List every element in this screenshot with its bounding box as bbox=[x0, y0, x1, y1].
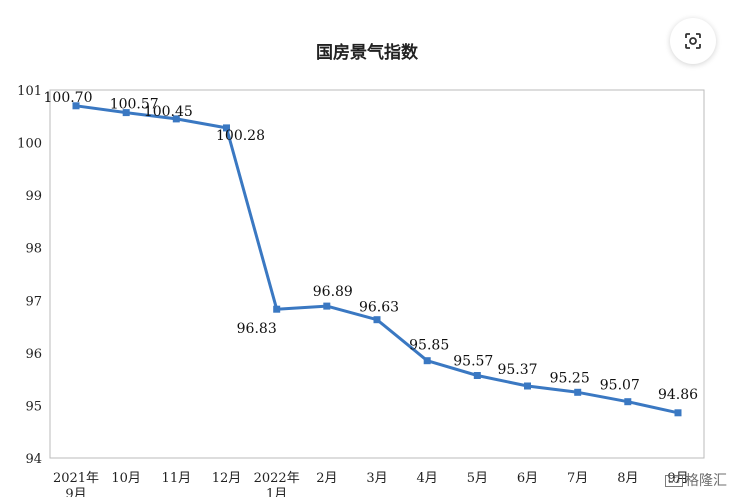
data-point bbox=[674, 409, 682, 417]
x-tick-label: 12月 bbox=[212, 471, 242, 486]
x-tick-label: 8月 bbox=[617, 471, 638, 486]
x-tick-label: 5月 bbox=[467, 471, 488, 486]
watermark: LG 格隆汇 bbox=[665, 470, 727, 490]
y-tick-label: 95 bbox=[25, 399, 42, 414]
watermark-text: 格隆汇 bbox=[685, 473, 727, 489]
data-label: 95.25 bbox=[550, 370, 590, 386]
data-point bbox=[524, 382, 531, 390]
data-point bbox=[323, 302, 331, 310]
data-label: 95.57 bbox=[453, 354, 493, 370]
google-lens-icon bbox=[685, 33, 701, 49]
plot-area-frame bbox=[49, 89, 705, 459]
y-axis: 94 95 96 97 98 99 100 101 bbox=[17, 84, 42, 467]
data-point bbox=[423, 357, 431, 365]
data-points bbox=[72, 102, 682, 417]
y-tick-label: 96 bbox=[25, 347, 42, 362]
data-point bbox=[473, 372, 481, 379]
x-tick-label: 10月 bbox=[111, 471, 141, 486]
chart-title: 国房景气指数 bbox=[316, 42, 419, 63]
data-label: 96.83 bbox=[237, 321, 277, 337]
x-tick-label: 3月 bbox=[366, 471, 387, 486]
y-tick-label: 97 bbox=[25, 294, 42, 309]
data-label: 100.57 bbox=[110, 97, 159, 113]
x-tick-label: 4月 bbox=[417, 471, 438, 486]
data-point bbox=[373, 316, 381, 324]
data-label: 96.89 bbox=[313, 284, 353, 300]
data-label: 95.85 bbox=[409, 338, 449, 354]
data-label: 95.07 bbox=[600, 378, 640, 394]
y-tick-label: 100 bbox=[17, 137, 42, 152]
data-label: 100.28 bbox=[216, 128, 265, 144]
x-tick-label: 2022年 1月 bbox=[254, 471, 300, 497]
data-label: 95.37 bbox=[497, 362, 537, 378]
x-tick-label: 2021年 9月 bbox=[53, 471, 99, 497]
data-label: 96.63 bbox=[359, 300, 399, 316]
x-tick-label: 9月 bbox=[667, 471, 688, 486]
data-point bbox=[273, 305, 281, 313]
data-point bbox=[223, 124, 230, 132]
data-point bbox=[624, 398, 632, 406]
data-label: 100.45 bbox=[144, 104, 193, 120]
x-tick-label: 11月 bbox=[162, 471, 192, 486]
x-axis: 2021年 9月 10月 11月 12月 2022年 1月 2月 3月 4月 5月 6月 7月 8月 9月 bbox=[53, 471, 689, 497]
x-tick-label: 7月 bbox=[567, 471, 588, 486]
watermark-logo: LG bbox=[665, 475, 683, 487]
google-lens-button[interactable] bbox=[670, 18, 716, 64]
y-tick-label: 101 bbox=[17, 84, 42, 99]
data-point bbox=[122, 109, 130, 117]
data-label: 100.70 bbox=[44, 90, 93, 106]
data-point bbox=[172, 115, 180, 123]
y-tick-label: 98 bbox=[25, 242, 42, 257]
y-tick-label: 94 bbox=[25, 452, 42, 467]
data-label: 94.86 bbox=[658, 387, 698, 403]
data-point bbox=[574, 388, 582, 396]
data-point bbox=[72, 102, 80, 110]
x-tick-label: 6月 bbox=[517, 471, 538, 486]
x-tick-label: 2月 bbox=[316, 471, 337, 486]
y-tick-label: 99 bbox=[25, 189, 42, 204]
series-line bbox=[75, 104, 679, 415]
